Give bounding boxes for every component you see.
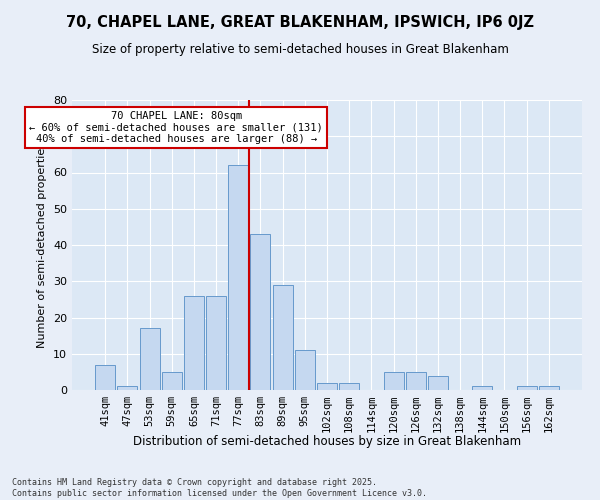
- Bar: [295, 350, 315, 390]
- Bar: [95, 364, 115, 390]
- Bar: [118, 386, 137, 390]
- Text: 70, CHAPEL LANE, GREAT BLAKENHAM, IPSWICH, IP6 0JZ: 70, CHAPEL LANE, GREAT BLAKENHAM, IPSWIC…: [66, 15, 534, 30]
- Bar: [162, 372, 182, 390]
- Bar: [539, 386, 559, 390]
- Text: 70 CHAPEL LANE: 80sqm
← 60% of semi-detached houses are smaller (131)
40% of sem: 70 CHAPEL LANE: 80sqm ← 60% of semi-deta…: [29, 111, 323, 144]
- Text: Distribution of semi-detached houses by size in Great Blakenham: Distribution of semi-detached houses by …: [133, 435, 521, 448]
- Bar: [317, 383, 337, 390]
- Text: Contains HM Land Registry data © Crown copyright and database right 2025.
Contai: Contains HM Land Registry data © Crown c…: [12, 478, 427, 498]
- Bar: [228, 165, 248, 390]
- Bar: [140, 328, 160, 390]
- Bar: [184, 296, 204, 390]
- Bar: [339, 383, 359, 390]
- Text: Size of property relative to semi-detached houses in Great Blakenham: Size of property relative to semi-detach…: [92, 42, 508, 56]
- Bar: [272, 285, 293, 390]
- Bar: [517, 386, 536, 390]
- Bar: [472, 386, 492, 390]
- Y-axis label: Number of semi-detached properties: Number of semi-detached properties: [37, 142, 47, 348]
- Bar: [206, 296, 226, 390]
- Bar: [250, 234, 271, 390]
- Bar: [406, 372, 426, 390]
- Bar: [383, 372, 404, 390]
- Bar: [428, 376, 448, 390]
